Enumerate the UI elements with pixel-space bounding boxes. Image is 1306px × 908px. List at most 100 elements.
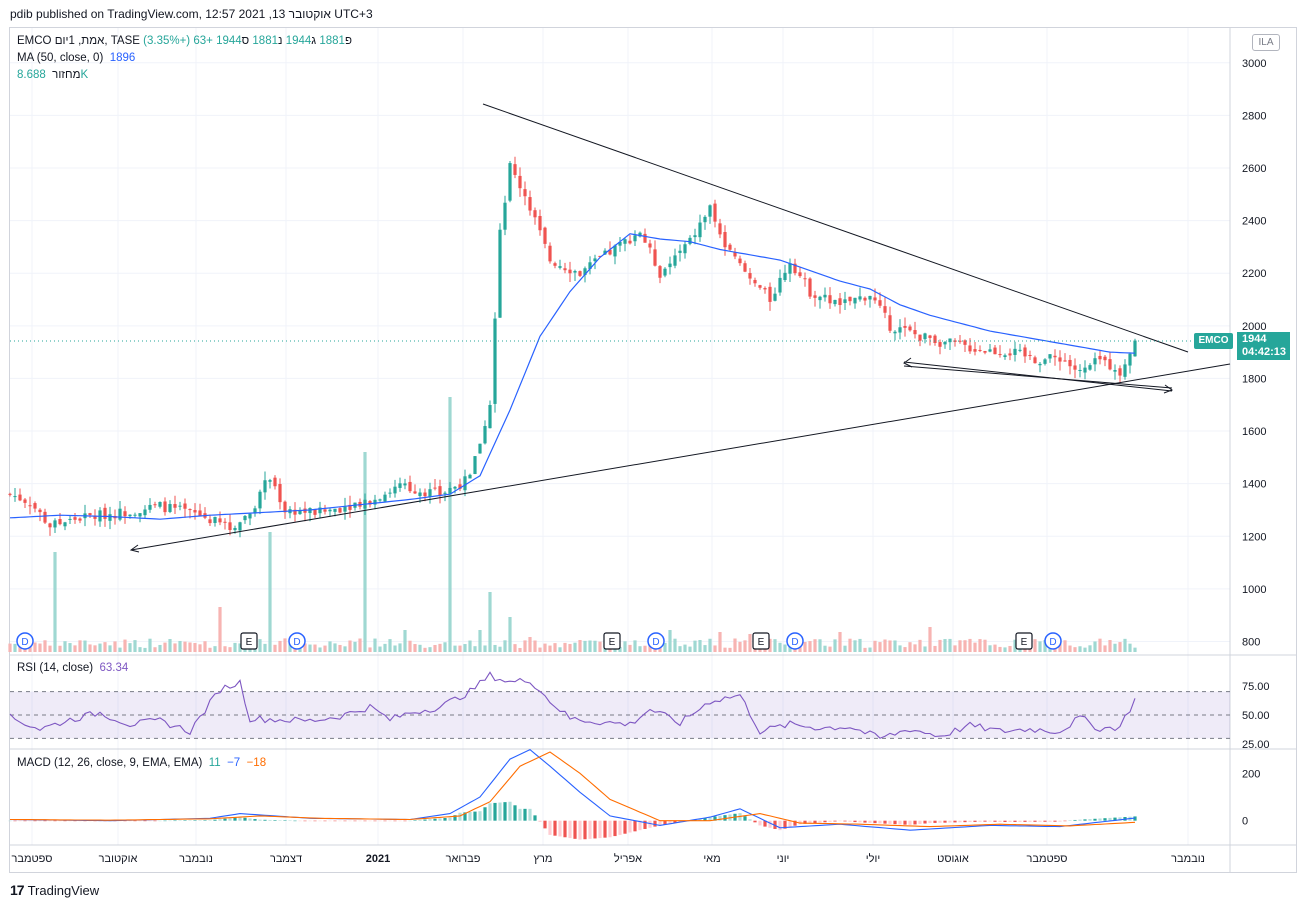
macd-histogram-bar (153, 820, 157, 822)
candle-body (333, 508, 337, 512)
macd-histogram-bar (758, 820, 762, 826)
volume-bar (778, 642, 782, 652)
macd-value-2: −7 (227, 757, 241, 769)
macd-histogram-bar (128, 820, 132, 822)
volume-bar (478, 630, 482, 652)
macd-histogram-bar (573, 820, 577, 839)
macd-histogram-bar (253, 819, 257, 821)
macd-histogram-bar (448, 817, 452, 821)
candle-body (33, 503, 37, 509)
candle-body (13, 496, 17, 498)
macd-histogram-bar (778, 820, 782, 831)
candle-body (1068, 359, 1072, 367)
candle-body (623, 239, 627, 244)
candle-body (103, 507, 107, 519)
candle-body (478, 443, 482, 454)
time-axis[interactable]: ספטמבר אוקטובר נובמבר דצמבר 2021 פברואר מרץ אפר… (11, 852, 1204, 865)
candle-body (613, 245, 617, 257)
candle-body (243, 515, 247, 521)
macd-histogram-bar (1078, 819, 1082, 821)
macd-histogram-bar (833, 820, 837, 822)
macd-histogram-bar (278, 820, 282, 821)
volume-bar (438, 643, 442, 652)
price-axis[interactable]: 3000280026002400220020001800160014001200… (1242, 58, 1270, 828)
volume-bar (988, 645, 992, 652)
price-tick-label: 2200 (1242, 268, 1266, 280)
macd-histogram-bar (203, 820, 207, 821)
volume-bar (713, 645, 717, 652)
volume-bar (908, 642, 912, 652)
volume-bar (518, 647, 522, 652)
volume-bar (323, 645, 327, 652)
macd-label: MACD (12, 26, close, 9, EMA, EMA) (17, 757, 203, 769)
trend-lines[interactable] (129, 103, 1231, 553)
candle-body (1028, 355, 1032, 357)
volume-bar (413, 644, 417, 652)
candle-body (143, 509, 147, 516)
macd-histogram-bar (753, 820, 757, 823)
candle-body (448, 487, 452, 494)
macd-histogram-bar (518, 808, 522, 821)
candle-body (833, 299, 837, 305)
macd-histogram-bar (503, 802, 507, 821)
candle-body (683, 244, 687, 254)
earnings-marker-label: E (246, 637, 253, 648)
volume-bar (633, 640, 637, 652)
volume-bar (533, 640, 537, 652)
tradingview-logo[interactable]: 17 TradingView (10, 882, 99, 898)
macd-histogram-bar (218, 819, 222, 821)
volume-bar (83, 640, 87, 652)
macd-histogram-bar (228, 818, 232, 821)
macd-histogram-bar (1008, 820, 1012, 822)
volume-bar (328, 641, 332, 652)
volume-bar (473, 646, 477, 652)
candle-body (1128, 353, 1132, 366)
candle-body (678, 250, 682, 253)
candle-body (193, 510, 197, 513)
volume-bar (743, 640, 747, 652)
candle-body (703, 216, 707, 223)
volume-bar (358, 638, 362, 652)
candle-body (633, 235, 637, 242)
volume-bar (928, 627, 932, 652)
candle-body (1033, 357, 1037, 364)
currency-badge[interactable]: ILA (1252, 34, 1280, 51)
volume-bar (268, 532, 272, 652)
volume-bar (688, 646, 692, 652)
volume-bar (833, 639, 837, 652)
candle-body (768, 286, 772, 302)
macd-histogram-bar (463, 812, 467, 821)
time-tick-label: נובמבר (179, 853, 213, 865)
candle-body (578, 271, 582, 276)
macd-histogram-bar (38, 820, 42, 822)
ohlc-change: +63 (+3.35%) (143, 35, 213, 47)
candle-body (18, 494, 22, 501)
macd-histogram-bar (1043, 820, 1047, 822)
ohlc-open: 1881 (319, 35, 345, 47)
volume-bar (258, 639, 262, 652)
candle-body (1043, 359, 1047, 364)
macd-histogram-bar (508, 801, 512, 821)
macd-histogram-bar (918, 820, 922, 824)
volume-legend: מחזור 8.688K (17, 69, 88, 81)
volume-bar (13, 643, 17, 652)
candle-body (898, 327, 902, 333)
macd-histogram-bar (823, 820, 827, 823)
macd-histogram-bar (68, 820, 72, 822)
volume-bar (673, 638, 677, 652)
macd-histogram-bar (748, 819, 752, 821)
macd-histogram-bar (943, 820, 947, 823)
bar-countdown: 04:42:13 (1242, 346, 1287, 358)
candle-body (873, 297, 877, 301)
volume-bar (938, 639, 942, 652)
candle-body (563, 268, 567, 271)
rsi-tick-label: 50.00 (1242, 710, 1270, 722)
macd-histogram-bar (783, 820, 787, 829)
macd-histogram-bar (763, 820, 767, 827)
candle-body (268, 480, 272, 482)
volume-bar (333, 643, 337, 652)
candle-body (663, 268, 667, 276)
candle-body (498, 229, 502, 318)
